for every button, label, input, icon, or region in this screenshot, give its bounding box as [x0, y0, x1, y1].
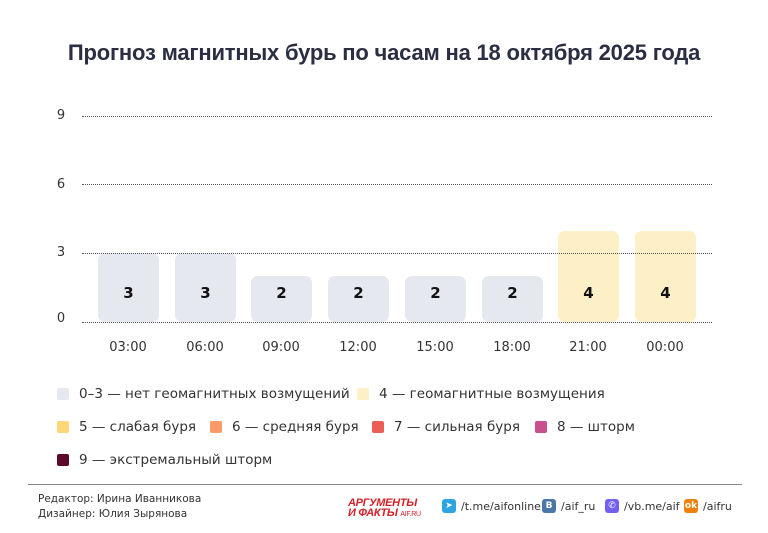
- y-tick: 6: [56, 177, 66, 192]
- footer-divider: [28, 484, 742, 485]
- legend-swatch: [57, 421, 69, 433]
- bar-12-00: [328, 276, 389, 322]
- legend-swatch: [210, 421, 222, 433]
- odnoklassniki-icon: ok: [684, 499, 698, 513]
- legend-label: 6 — средняя буря: [232, 419, 359, 435]
- bar-00-00: [635, 231, 696, 322]
- legend-swatch: [535, 421, 547, 433]
- bar-value: 2: [430, 284, 441, 302]
- legend-item: 4 — геомагнитные возмущения: [357, 386, 605, 402]
- y-tick: 3: [56, 245, 66, 260]
- bar-09-00: [251, 276, 312, 322]
- logo-site: AIF.RU: [400, 511, 421, 518]
- odnoklassniki-link[interactable]: ok /aifru: [684, 499, 732, 513]
- telegram-link[interactable]: ➤ /t.me/aifonline: [442, 499, 541, 513]
- x-tick: 03:00: [109, 340, 147, 355]
- legend-item: 9 — экстремальный шторм: [57, 452, 272, 468]
- bar-value: 2: [353, 284, 364, 302]
- telegram-link-text: /t.me/aifonline: [461, 499, 541, 513]
- legend-item: 0–3 — нет геомагнитных возмущений: [57, 386, 350, 402]
- bar-18-00: [482, 276, 543, 322]
- gridline: [82, 116, 712, 117]
- bar-value: 3: [200, 284, 211, 302]
- bar-value: 4: [583, 284, 594, 302]
- viber-icon: ✆: [605, 499, 619, 513]
- legend-label: 5 — слабая буря: [79, 419, 197, 435]
- legend-label: 4 — геомагнитные возмущения: [379, 386, 605, 402]
- gridline: [82, 253, 712, 254]
- viber-link[interactable]: ✆ /vb.me/aif: [605, 499, 680, 513]
- gridline-baseline: [82, 322, 712, 323]
- legend-item: 6 — средняя буря: [210, 419, 359, 435]
- gridline: [82, 184, 712, 185]
- legend-item: 5 — слабая буря: [57, 419, 196, 435]
- x-tick: 21:00: [569, 340, 607, 355]
- x-tick: 12:00: [339, 340, 377, 355]
- y-tick: 9: [56, 108, 66, 123]
- x-tick: 18:00: [493, 340, 531, 355]
- legend-label: 0–3 — нет геомагнитных возмущений: [79, 386, 350, 402]
- logo-line1: АРГУМЕНТЫ: [348, 497, 417, 509]
- logo-line2: И ФАКТЫ: [348, 507, 398, 519]
- legend-item: 8 — шторм: [535, 419, 635, 435]
- bar-21-00: [558, 231, 619, 322]
- vk-link-text: /aif_ru: [561, 499, 596, 513]
- legend-swatch: [57, 454, 69, 466]
- y-tick: 0: [56, 311, 66, 326]
- x-tick: 00:00: [646, 340, 684, 355]
- bar-value: 2: [507, 284, 518, 302]
- legend-swatch: [57, 388, 69, 400]
- legend-label: 8 — шторм: [557, 419, 635, 435]
- viber-link-text: /vb.me/aif: [624, 499, 680, 513]
- odnoklassniki-link-text: /aifru: [703, 499, 732, 513]
- bar-chart: 9 6 3 0 3 3 2 2 2 2 4 4 03:00 06:00 09:0…: [56, 108, 712, 355]
- designer-credit: Дизайнер: Юлия Зырянова: [38, 508, 188, 520]
- x-tick: 09:00: [262, 340, 300, 355]
- legend-swatch: [357, 388, 369, 400]
- vk-icon: B: [542, 499, 556, 513]
- x-tick: 15:00: [416, 340, 454, 355]
- bar-03-00: [98, 253, 159, 322]
- bar-value: 4: [660, 284, 671, 302]
- legend-label: 7 — сильная буря: [394, 419, 520, 435]
- legend-label: 9 — экстремальный шторм: [79, 452, 273, 468]
- bar-06-00: [175, 253, 236, 322]
- chart-title: Прогноз магнитных бурь по часам на 18 ок…: [67, 40, 701, 65]
- legend-swatch: [372, 421, 384, 433]
- legend-item: 7 — сильная буря: [372, 419, 520, 435]
- credits: Редактор: Ирина Иванникова Дизайнер: Юли…: [38, 492, 201, 522]
- bar-value: 2: [276, 284, 287, 302]
- telegram-icon: ➤: [442, 499, 456, 513]
- bar-15-00: [405, 276, 466, 322]
- aif-logo[interactable]: АРГУМЕНТЫ И ФАКТЫ AIF.RU: [348, 498, 421, 520]
- x-tick: 06:00: [186, 340, 224, 355]
- vk-link[interactable]: B /aif_ru: [542, 499, 595, 513]
- editor-credit: Редактор: Ирина Иванникова: [38, 493, 202, 505]
- bar-value: 3: [123, 284, 134, 302]
